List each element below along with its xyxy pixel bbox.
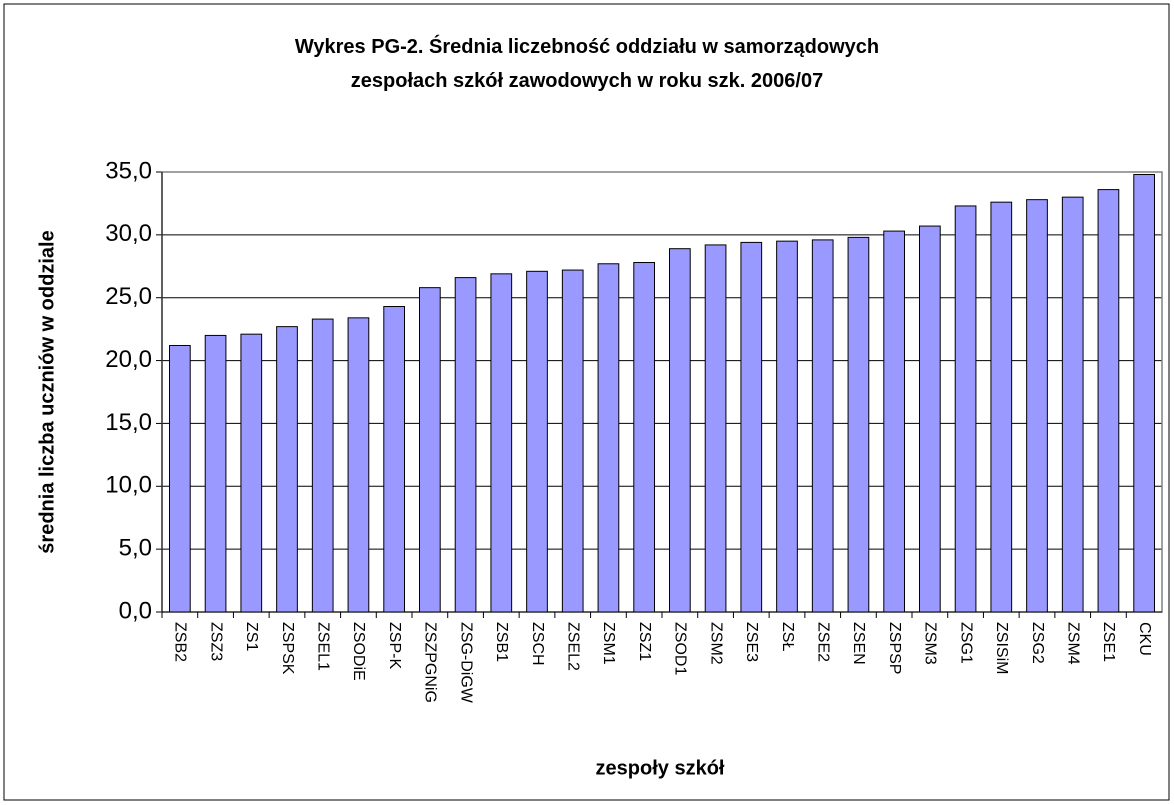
bar <box>990 201 1013 613</box>
x-tick-label: ZSM1 <box>600 622 617 665</box>
bar <box>776 240 798 613</box>
x-tick-label: ZSZ1 <box>636 622 653 661</box>
x-tick-label: ZSG2 <box>1029 622 1046 664</box>
bar <box>919 225 941 613</box>
x-tick-label: ZSEL1 <box>314 622 331 671</box>
x-tick-label: ZSZ3 <box>207 622 224 661</box>
bar <box>704 244 727 613</box>
bar <box>419 287 441 613</box>
x-tick-label: ZSM4 <box>1064 622 1081 665</box>
bar <box>633 262 655 613</box>
bar <box>1026 199 1048 613</box>
x-tick-label: ZSB1 <box>493 622 510 662</box>
bar <box>1097 189 1120 613</box>
x-tick-label: ZS1 <box>243 622 260 651</box>
x-tick-label: ZSCH <box>529 622 546 666</box>
bar <box>1133 174 1156 613</box>
bar <box>454 277 477 613</box>
x-tick-label: ZSEN <box>850 622 867 665</box>
chart-title: Wykres PG-2. Średnia liczebność oddziału… <box>294 36 880 92</box>
bar <box>347 317 370 613</box>
y-tick-label: 30,0 <box>105 220 152 247</box>
bar <box>169 344 191 613</box>
x-tick-label: ZSM2 <box>707 622 724 665</box>
bar <box>276 326 298 613</box>
bar <box>597 263 620 613</box>
x-tick-label: ZSZPGNiG <box>422 622 439 703</box>
x-tick-label: ZSOD1 <box>672 622 689 675</box>
x-tick-label: ZSEL2 <box>564 622 581 671</box>
x-tick-label: ZSPSP <box>886 622 903 674</box>
bar <box>204 334 227 613</box>
y-tick-label: 25,0 <box>105 283 152 310</box>
x-tick-label: ZSPSK <box>279 622 296 675</box>
x-tick-label: ZSE2 <box>814 622 831 662</box>
x-tick-label: ZSODiE <box>350 622 367 681</box>
bar <box>526 270 548 613</box>
y-tick-label: 20,0 <box>105 346 152 373</box>
y-tick-label: 35,0 <box>105 157 152 184</box>
chart-border <box>3 3 1170 801</box>
bar <box>311 318 334 613</box>
y-tick-label: 10,0 <box>105 472 152 499</box>
bar <box>954 205 977 613</box>
x-tick-label: ZSE1 <box>1100 622 1117 662</box>
x-tick-label: ZSŁ <box>779 622 796 651</box>
bar <box>240 333 263 613</box>
x-tick-label: ZSB2 <box>172 622 189 662</box>
bar <box>669 248 691 613</box>
x-tick-label: ZSG1 <box>957 622 974 664</box>
bar <box>847 236 870 613</box>
y-axis-label: średnia liczba uczniów w oddziale <box>36 230 58 553</box>
bar <box>383 306 405 613</box>
bar <box>1061 196 1084 613</box>
x-tick-label: ZSE3 <box>743 622 760 662</box>
bar <box>740 241 763 613</box>
x-axis-label: zespoły szkół <box>596 757 725 779</box>
bar <box>561 269 584 613</box>
y-tick-label: 5,0 <box>119 534 152 561</box>
x-tick-label: ZSG-DiGW <box>457 622 474 704</box>
bar <box>490 273 513 613</box>
bar <box>883 230 905 613</box>
bar <box>811 239 834 613</box>
x-tick-label: ZSISiM <box>993 622 1010 674</box>
x-tick-label: ZSP-K <box>386 622 403 669</box>
y-tick-label: 0,0 <box>119 597 152 624</box>
y-tick-label: 15,0 <box>105 409 152 436</box>
x-tick-label: CKU <box>1136 622 1153 656</box>
x-tick-label: ZSM3 <box>922 622 939 665</box>
